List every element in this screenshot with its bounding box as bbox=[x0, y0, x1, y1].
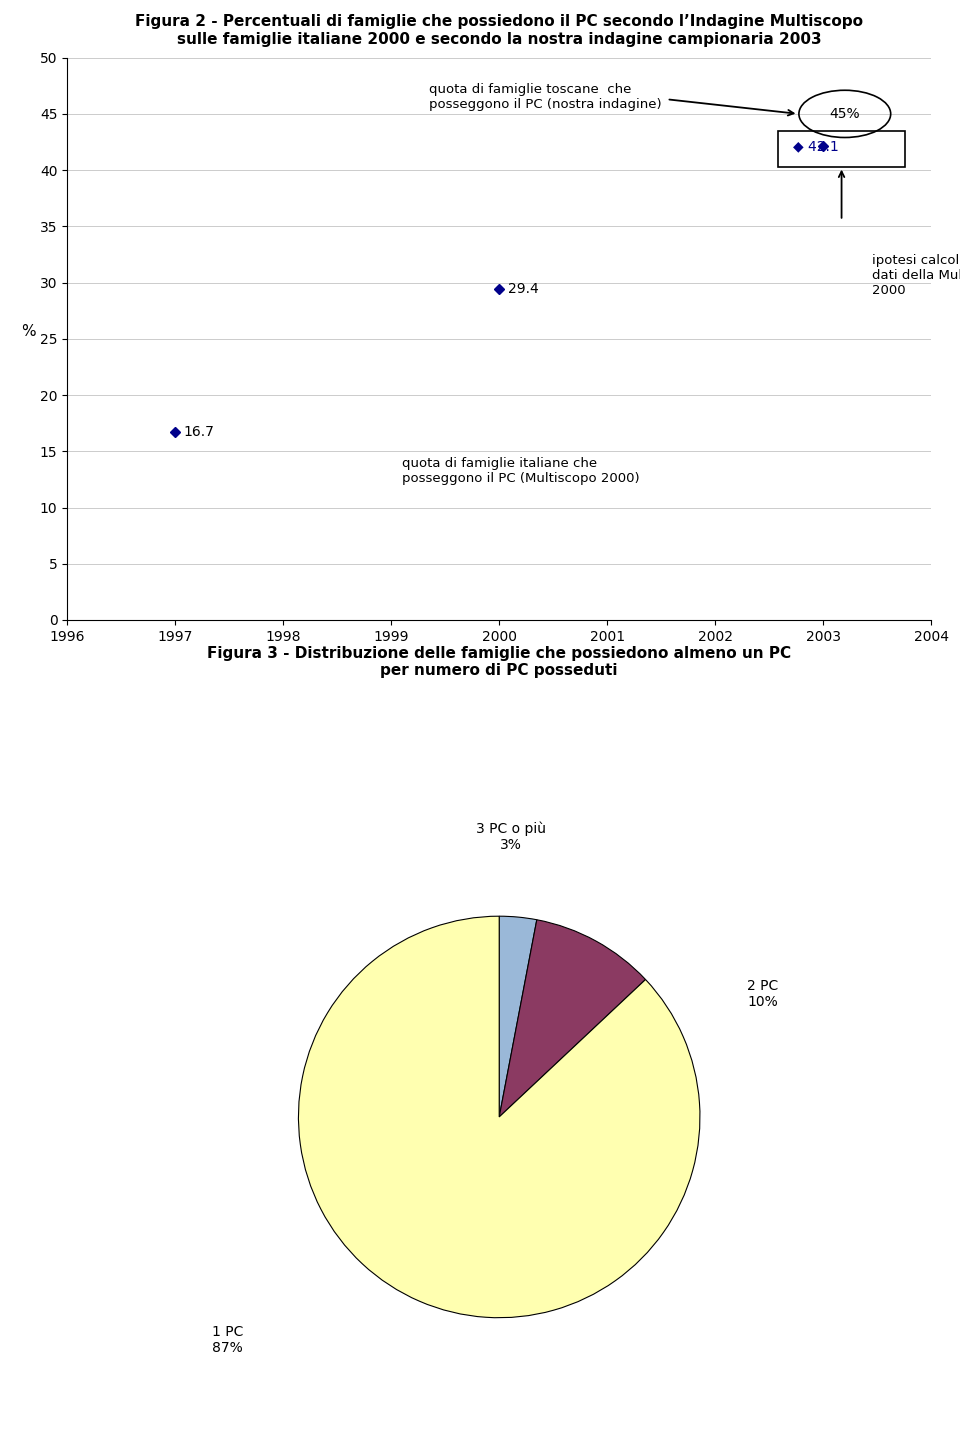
Y-axis label: %: % bbox=[21, 324, 36, 339]
Text: 45%: 45% bbox=[829, 107, 860, 121]
Text: 1 PC
87%: 1 PC 87% bbox=[212, 1324, 243, 1355]
Text: 2 PC
10%: 2 PC 10% bbox=[747, 978, 779, 1009]
Title: Figura 3 - Distribuzione delle famiglie che possiedono almeno un PC
per numero d: Figura 3 - Distribuzione delle famiglie … bbox=[207, 646, 791, 679]
Text: ipotesi calcolata sui
dati della Multiscopo
2000: ipotesi calcolata sui dati della Multisc… bbox=[872, 255, 960, 297]
Text: 16.7: 16.7 bbox=[183, 425, 215, 440]
Text: ◆ 42.1: ◆ 42.1 bbox=[793, 140, 839, 154]
Title: Figura 2 - Percentuali di famiglie che possiedono il PC secondo l’Indagine Multi: Figura 2 - Percentuali di famiglie che p… bbox=[135, 14, 863, 46]
Text: 3 PC o più
3%: 3 PC o più 3% bbox=[476, 821, 546, 853]
Text: 29.4: 29.4 bbox=[508, 282, 539, 297]
Wedge shape bbox=[299, 916, 700, 1317]
Wedge shape bbox=[499, 916, 537, 1117]
Wedge shape bbox=[499, 919, 645, 1117]
Text: quota di famiglie toscane  che
posseggono il PC (nostra indagine): quota di famiglie toscane che posseggono… bbox=[429, 84, 661, 111]
Text: quota di famiglie italiane che
posseggono il PC (Multiscopo 2000): quota di famiglie italiane che posseggon… bbox=[402, 457, 639, 486]
